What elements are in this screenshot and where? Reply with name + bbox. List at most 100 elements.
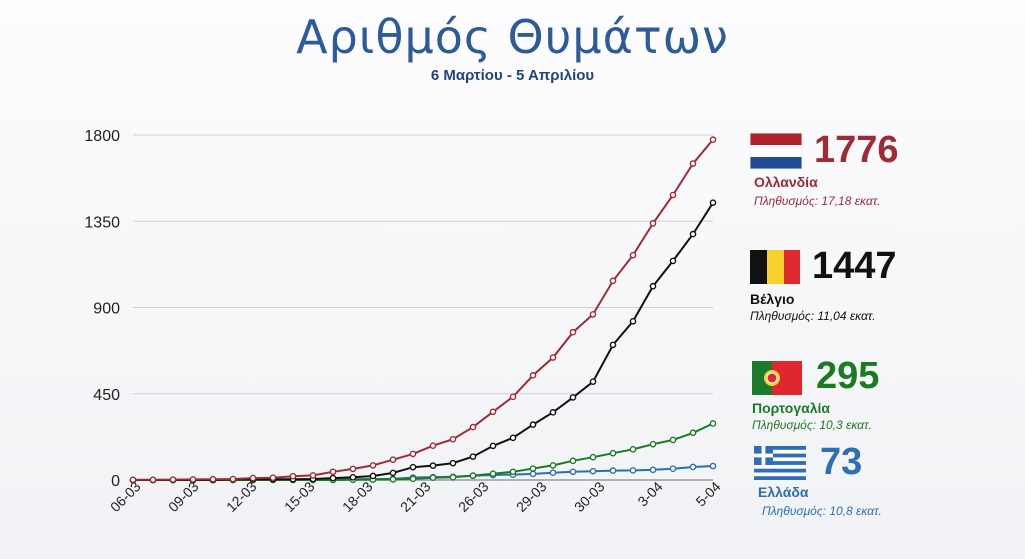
data-point-netherlands xyxy=(449,435,457,443)
data-point-greece xyxy=(649,466,657,474)
y-tick-label: 0 xyxy=(111,473,120,490)
greece-flag-icon xyxy=(754,446,806,480)
data-point-greece xyxy=(669,465,677,472)
data-point-netherlands xyxy=(669,191,677,199)
data-point-belgium xyxy=(569,394,577,401)
data-point-netherlands xyxy=(269,474,277,482)
data-point-belgium xyxy=(369,472,377,480)
data-point-portugal xyxy=(589,453,597,461)
x-tick-label: 21-03 xyxy=(397,478,434,515)
data-point-belgium xyxy=(389,469,397,477)
data-point-belgium xyxy=(409,463,417,471)
data-point-netherlands xyxy=(429,442,437,449)
data-point-greece xyxy=(689,463,697,471)
belgium-population: Πληθυσμός: 11,04 εκατ. xyxy=(750,309,876,323)
data-point-netherlands xyxy=(149,476,157,484)
data-point-portugal xyxy=(469,472,477,479)
data-point-netherlands xyxy=(509,393,517,401)
netherlands-value: 1776 xyxy=(814,129,899,171)
data-point-netherlands xyxy=(469,423,477,431)
data-point-netherlands xyxy=(329,468,337,476)
netherlands-flag-icon xyxy=(750,133,802,169)
data-point-netherlands xyxy=(209,475,217,483)
data-point-belgium xyxy=(329,474,337,482)
data-point-greece xyxy=(709,462,717,470)
data-point-belgium xyxy=(509,434,517,442)
series-line-portugal xyxy=(133,422,714,481)
data-point-netherlands xyxy=(169,476,177,483)
data-point-belgium xyxy=(529,421,537,428)
data-point-belgium xyxy=(449,459,457,467)
data-point-portugal xyxy=(629,446,637,453)
x-tick-label: 12-03 xyxy=(223,478,260,515)
data-point-portugal xyxy=(569,457,577,465)
data-point-greece xyxy=(629,467,637,474)
x-tick-label: 15-03 xyxy=(281,478,318,515)
data-point-netherlands xyxy=(649,220,657,227)
data-point-netherlands xyxy=(229,475,237,483)
x-tick-label: 18-03 xyxy=(339,478,376,515)
x-tick-label: 26-03 xyxy=(455,478,492,515)
data-point-netherlands xyxy=(569,328,577,336)
data-point-portugal xyxy=(549,462,557,469)
x-tick-label: 5-04 xyxy=(692,478,723,509)
x-tick-label: 09-03 xyxy=(165,478,202,515)
data-point-belgium xyxy=(709,199,717,206)
data-point-netherlands xyxy=(289,472,297,480)
data-point-netherlands xyxy=(189,476,197,483)
belgium-flag-icon xyxy=(750,250,800,284)
data-point-greece xyxy=(549,469,557,477)
data-point-portugal xyxy=(649,440,657,448)
greece-label: Ελλάδα xyxy=(758,484,809,500)
data-point-greece xyxy=(609,467,617,474)
x-tick-label: 29-03 xyxy=(513,478,550,515)
data-point-netherlands xyxy=(349,465,357,473)
data-point-netherlands xyxy=(369,462,377,469)
greece-population: Πληθυσμός: 10,8 εκατ. xyxy=(762,504,882,518)
chart-title: Αριθμός Θυμάτων xyxy=(296,10,729,64)
data-point-belgium xyxy=(349,474,357,481)
data-point-portugal xyxy=(489,470,497,477)
data-point-greece xyxy=(589,467,597,475)
data-point-greece xyxy=(529,470,537,478)
data-point-netherlands xyxy=(609,277,617,285)
data-point-netherlands xyxy=(249,474,257,482)
netherlands-label: Ολλανδία xyxy=(754,174,818,190)
y-tick-label: 450 xyxy=(93,387,120,404)
data-point-netherlands xyxy=(689,160,697,167)
portugal-population: Πληθυσμός: 10,3 εκατ. xyxy=(752,418,872,432)
y-tick-label: 1800 xyxy=(84,128,120,145)
data-point-belgium xyxy=(589,378,597,385)
data-point-netherlands xyxy=(529,372,537,379)
data-point-netherlands xyxy=(409,450,417,458)
data-point-portugal xyxy=(409,475,417,483)
netherlands-population: Πληθυσμός: 17,18 εκατ. xyxy=(754,194,881,208)
data-point-belgium xyxy=(669,257,677,265)
y-tick-label: 1350 xyxy=(84,214,120,231)
data-point-portugal xyxy=(669,436,677,444)
data-point-portugal xyxy=(689,429,697,437)
data-point-netherlands xyxy=(489,408,497,416)
data-point-belgium xyxy=(609,341,617,349)
portugal-value: 295 xyxy=(816,355,880,397)
data-point-portugal xyxy=(389,476,397,483)
belgium-value: 1447 xyxy=(812,245,897,287)
data-point-belgium xyxy=(689,230,697,238)
portugal-flag-icon xyxy=(752,361,802,395)
data-point-portugal xyxy=(709,420,717,427)
data-point-portugal xyxy=(509,468,517,476)
series-line-belgium xyxy=(133,202,714,481)
data-point-greece xyxy=(569,468,577,476)
x-tick-label: 30-03 xyxy=(571,478,608,515)
data-point-netherlands xyxy=(629,251,637,259)
data-point-belgium xyxy=(629,317,637,325)
data-point-netherlands xyxy=(709,136,717,143)
data-point-portugal xyxy=(429,474,437,482)
data-point-netherlands xyxy=(309,472,317,479)
data-point-netherlands xyxy=(389,456,397,463)
portugal-label: Πορτογαλία xyxy=(752,400,831,416)
data-point-belgium xyxy=(469,453,477,460)
chart-subtitle: 6 Μαρτίου - 5 Απριλίου xyxy=(430,67,595,84)
data-point-portugal xyxy=(449,474,457,481)
